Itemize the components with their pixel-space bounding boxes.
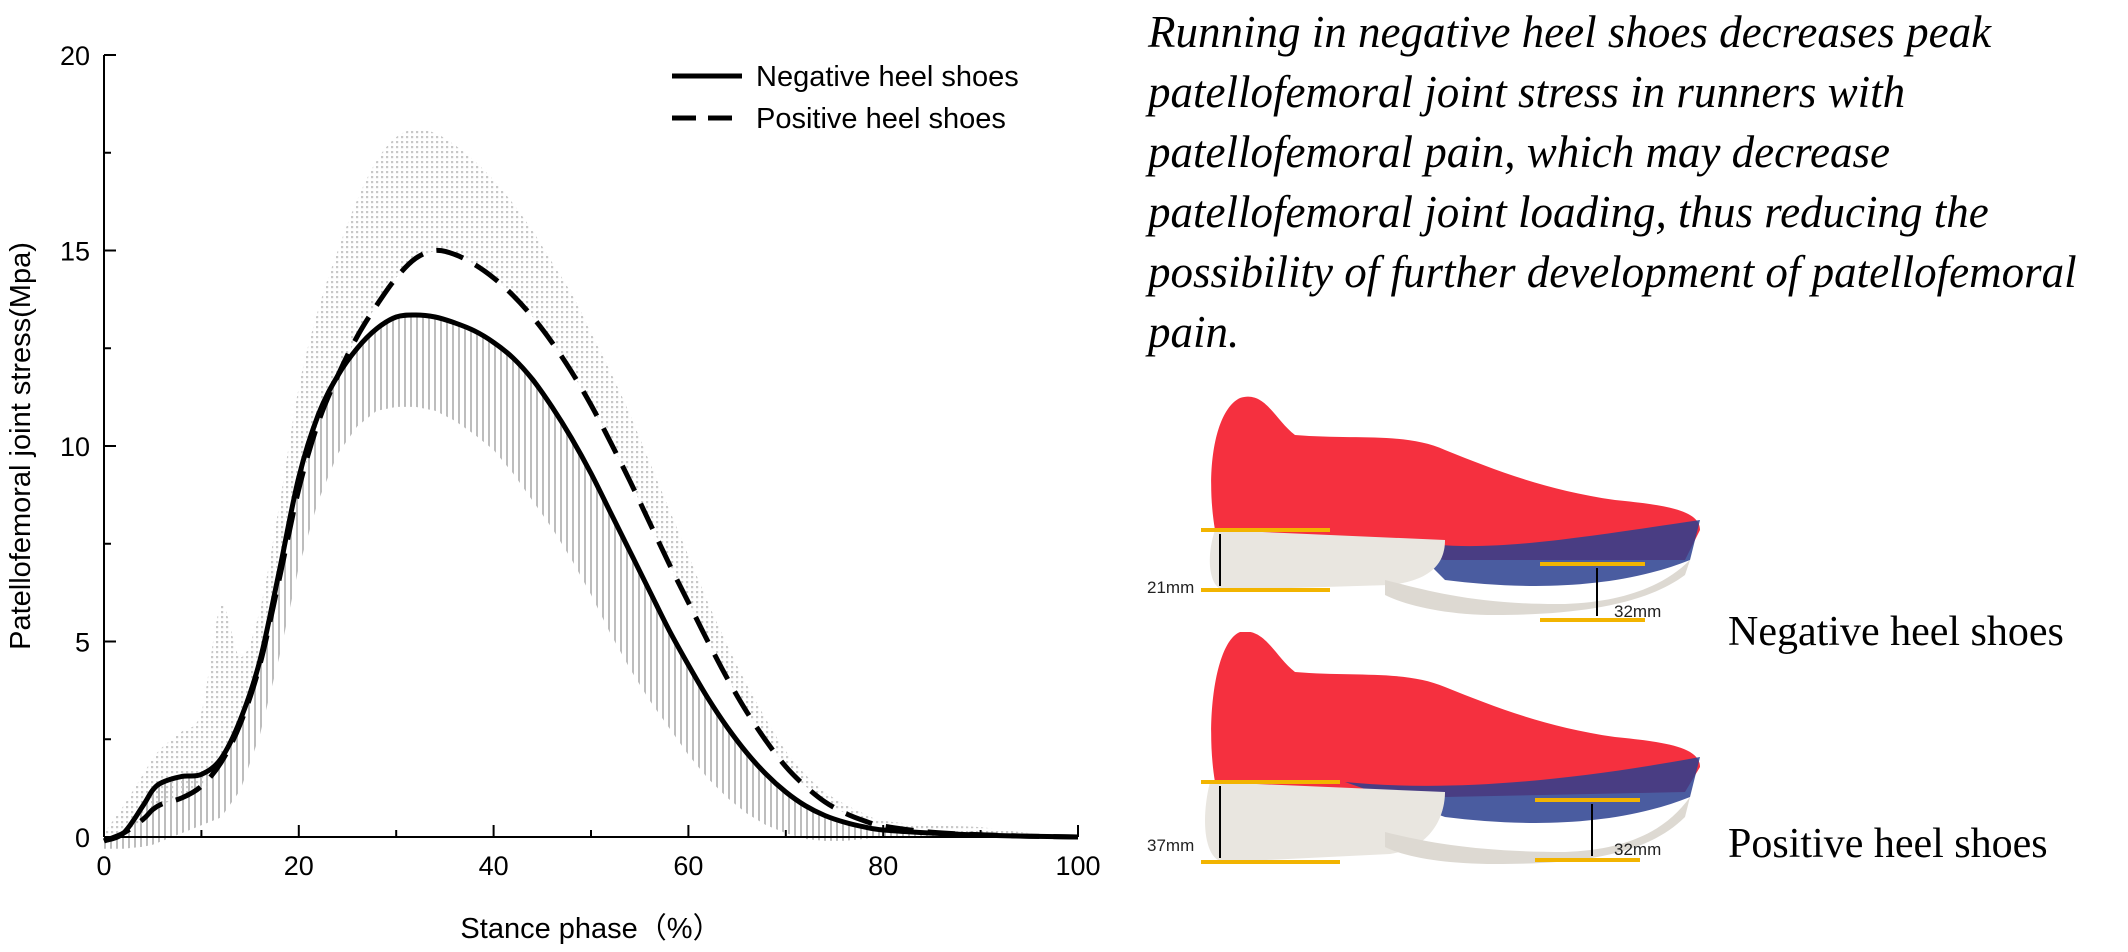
x-axis-title: Stance phase（%） bbox=[460, 913, 721, 945]
negative-heel-height: 21mm bbox=[1147, 578, 1195, 597]
y-tick-label: 5 bbox=[75, 628, 90, 658]
summary-caption: Running in negative heel shoes decreases… bbox=[1148, 7, 2077, 357]
positive-heel-sd-band bbox=[104, 129, 1078, 841]
heel-sole bbox=[1209, 530, 1445, 590]
positive-heel-shoe-image bbox=[1145, 632, 1705, 872]
y-axis-title: Patellofemoral joint stress(Mpa) bbox=[5, 242, 37, 650]
x-tick-label: 80 bbox=[868, 851, 898, 881]
x-tick-label: 40 bbox=[479, 851, 509, 881]
negative-heel-sd-band bbox=[104, 314, 1078, 849]
negative-heel-line bbox=[103, 312, 1079, 844]
legend-positive-label: Positive heel shoes bbox=[756, 103, 1006, 135]
sd-bands bbox=[104, 129, 1078, 849]
positive-heel-height: 37mm bbox=[1147, 836, 1195, 855]
y-tick-label: 15 bbox=[60, 237, 90, 267]
shoe-illustration bbox=[1201, 632, 1700, 864]
y-tick-label: 10 bbox=[60, 432, 90, 462]
y-axis-ticks: 0 5 10 15 20 bbox=[60, 41, 116, 853]
negative-heel-label: Negative heel shoes bbox=[1728, 609, 2064, 655]
positive-heel-label: Positive heel shoes bbox=[1728, 821, 2048, 867]
legend-negative-label: Negative heel shoes bbox=[756, 61, 1019, 93]
negative-heel-shoe-image bbox=[1145, 390, 1705, 630]
x-tick-label: 20 bbox=[284, 851, 314, 881]
positive-forefoot-height: 32mm bbox=[1614, 840, 1662, 859]
shoe-midsole-stripe bbox=[1405, 520, 1700, 586]
x-tick-label: 0 bbox=[96, 851, 111, 881]
shoe-upper bbox=[1211, 396, 1700, 560]
forefoot-sole bbox=[1385, 797, 1690, 864]
y-tick-label: 20 bbox=[60, 41, 90, 71]
x-tick-label: 60 bbox=[673, 851, 703, 881]
legend: Negative heel shoes Positive heel shoes bbox=[672, 61, 1019, 135]
x-tick-label: 100 bbox=[1055, 851, 1100, 881]
negative-forefoot-height: 32mm bbox=[1614, 602, 1662, 621]
stress-chart: 0 20 40 60 80 100 0 5 10 15 20 Stance phase（%） Pa… bbox=[5, 41, 1101, 945]
shoe-illustration bbox=[1201, 396, 1700, 622]
forefoot-sole bbox=[1385, 560, 1690, 615]
shoe-upper bbox=[1211, 632, 1700, 797]
y-tick-label: 0 bbox=[75, 823, 90, 853]
